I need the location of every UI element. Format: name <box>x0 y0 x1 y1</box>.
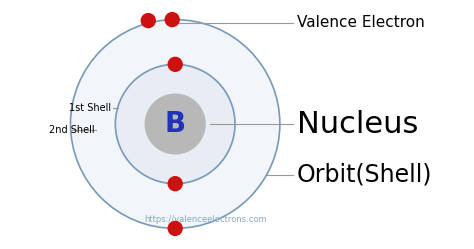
Ellipse shape <box>115 64 235 184</box>
Text: 1st Shell: 1st Shell <box>69 103 111 113</box>
Ellipse shape <box>145 94 205 154</box>
Text: https://valenceelectrons.com: https://valenceelectrons.com <box>144 215 266 224</box>
Text: Nucleus: Nucleus <box>297 110 418 138</box>
Ellipse shape <box>141 14 155 28</box>
Text: Orbit(Shell): Orbit(Shell) <box>297 163 432 187</box>
Ellipse shape <box>168 57 182 71</box>
Ellipse shape <box>168 221 182 235</box>
Text: Valence Electron: Valence Electron <box>297 15 425 30</box>
Ellipse shape <box>165 13 179 27</box>
Ellipse shape <box>71 20 280 228</box>
Text: B: B <box>164 110 186 138</box>
Ellipse shape <box>168 177 182 191</box>
Text: 2nd Shell: 2nd Shell <box>49 125 94 135</box>
